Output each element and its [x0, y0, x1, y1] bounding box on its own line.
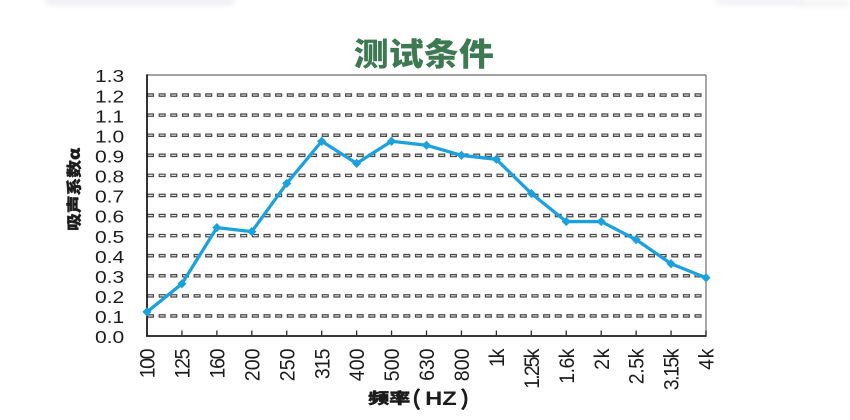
svg-text:500: 500 — [381, 349, 404, 382]
svg-text:0.5: 0.5 — [95, 227, 124, 247]
svg-text:630: 630 — [416, 349, 439, 381]
svg-text:1.3: 1.3 — [95, 67, 124, 87]
svg-text:0.4: 0.4 — [95, 247, 124, 267]
svg-text:0.2: 0.2 — [95, 287, 124, 307]
svg-text:1.6k: 1.6k — [556, 348, 579, 384]
svg-text:0.6: 0.6 — [95, 207, 124, 227]
svg-text:250: 250 — [277, 349, 300, 382]
svg-text:0.8: 0.8 — [95, 167, 124, 187]
svg-text:800: 800 — [451, 349, 474, 382]
svg-text:2k: 2k — [591, 348, 614, 370]
svg-text:3.15k: 3.15k — [661, 348, 684, 390]
svg-text:2.5k: 2.5k — [626, 348, 649, 385]
svg-text:0.1: 0.1 — [95, 307, 124, 327]
svg-text:1k: 1k — [486, 348, 509, 367]
svg-text:1.0: 1.0 — [95, 127, 124, 147]
svg-text:1.1: 1.1 — [95, 107, 124, 127]
svg-text:125: 125 — [172, 349, 195, 379]
svg-text:4k: 4k — [696, 348, 719, 370]
svg-text:400: 400 — [347, 349, 370, 382]
svg-text:0.7: 0.7 — [95, 187, 124, 207]
svg-text:0.0: 0.0 — [95, 328, 124, 348]
svg-text:1.25k: 1.25k — [521, 348, 544, 389]
svg-text:100: 100 — [137, 349, 160, 379]
svg-text:0.3: 0.3 — [95, 267, 124, 287]
svg-text:315: 315 — [312, 349, 335, 380]
svg-text:1.2: 1.2 — [95, 87, 124, 107]
svg-text:H: H — [425, 387, 442, 409]
svg-text:160: 160 — [207, 349, 230, 379]
svg-text:Z: Z — [442, 387, 457, 409]
svg-text:200: 200 — [242, 349, 265, 382]
svg-text:0.9: 0.9 — [95, 147, 124, 167]
